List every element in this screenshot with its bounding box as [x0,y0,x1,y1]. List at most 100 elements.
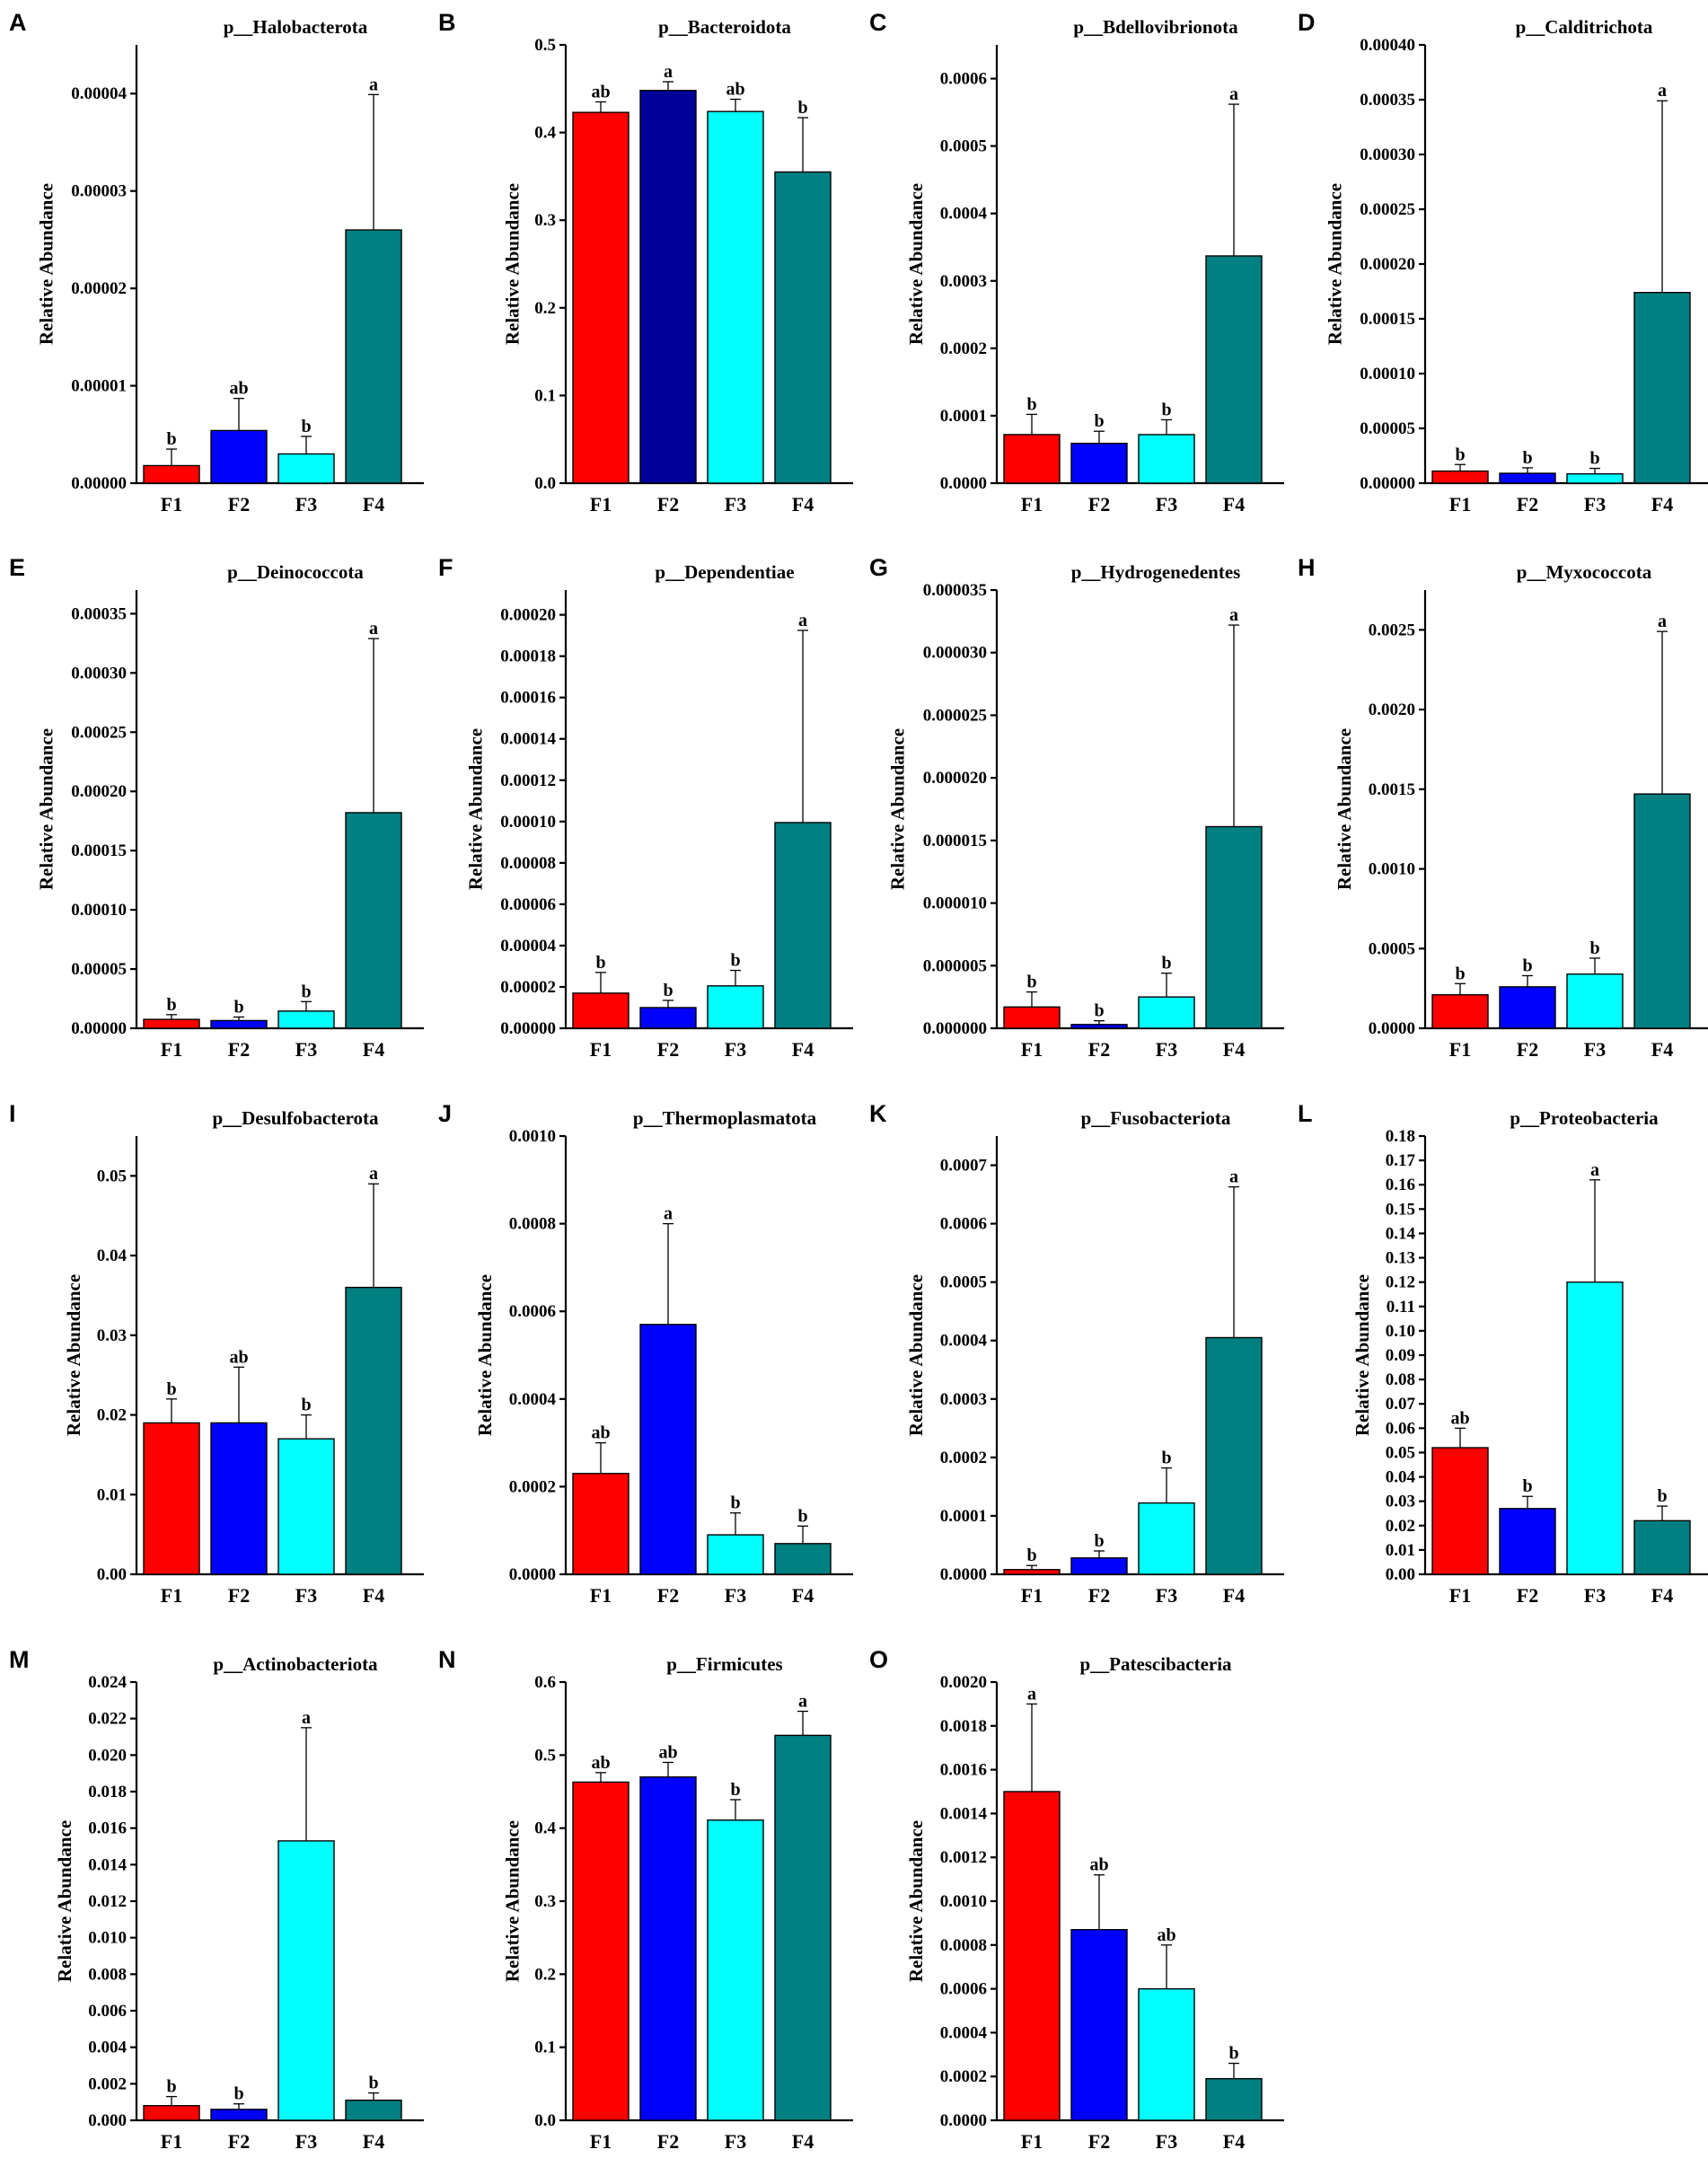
significance-letter: a [798,1692,807,1712]
significance-letter: ab [591,1753,610,1773]
y-tick-label: 0.06 [1386,1419,1415,1438]
y-tick-label: 0.00 [97,1565,127,1584]
significance-letter: ab [726,80,744,100]
y-tick-label: 0.0010 [509,1127,556,1146]
y-tick-label: 0.006 [88,2002,127,2021]
significance-letter: ab [229,1347,248,1367]
y-tick-label: 0.00020 [71,782,127,801]
significance-letter: b [1657,1486,1667,1506]
y-axis-label: Relative Abundance [1351,1274,1373,1436]
y-axis-label: Relative Abundance [905,183,927,345]
y-tick-label: 0.008 [88,1965,127,1984]
significance-letter: b [1455,445,1465,464]
significance-letter: ab [1157,1925,1175,1945]
y-tick-label: 0.000035 [923,581,987,600]
significance-letter: b [1094,411,1104,431]
y-tick-label: 0.00016 [500,689,556,708]
y-axis-label: Relative Abundance [1334,728,1355,890]
bar-f3 [1566,973,1624,1029]
panel-title: p__Fusobacteriota [1081,1107,1231,1129]
y-tick-label: 0.0006 [940,1980,987,1999]
y-tick-label: 0.00004 [500,937,556,956]
x-tick-label: F2 [657,493,679,515]
y-tick-label: 0.04 [97,1246,128,1265]
y-tick-label: 0.00005 [71,960,127,979]
y-tick-label: 0.0000 [509,1565,556,1584]
significance-letter: a [1658,81,1667,101]
bar-f2 [1499,986,1556,1029]
y-tick-label: 0.14 [1386,1224,1416,1243]
x-tick-label: F2 [1088,493,1110,515]
y-tick-label: 0.00004 [71,84,127,103]
y-tick-label: 0.0003 [940,272,987,291]
y-tick-label: 0.0010 [940,1892,987,1911]
significance-letter: a [302,1708,311,1728]
y-tick-label: 0.00030 [1360,145,1415,164]
y-tick-label: 0.0005 [1369,939,1415,958]
y-tick-label: 0.01 [1386,1541,1415,1560]
bar-f1 [1431,1447,1489,1575]
y-tick-label: 0.0004 [940,205,988,224]
significance-letter: b [1026,394,1036,414]
significance-letter: b [663,981,673,1000]
bar-f4 [345,812,402,1029]
bar-f2 [210,429,268,484]
y-tick-label: 0.0005 [940,137,987,156]
y-tick-label: 0.09 [1386,1346,1415,1365]
y-tick-label: 0.0008 [940,1936,987,1955]
y-axis-label: Relative Abundance [905,1820,927,1982]
y-tick-label: 0.0006 [940,70,987,89]
y-tick-label: 0.0001 [940,407,987,426]
y-tick-label: 0.00015 [71,841,127,860]
y-tick-label: 0.1 [534,2039,556,2057]
panel-title: p__Deinococcota [227,561,364,583]
y-tick-label: 0.2 [534,1965,556,1984]
y-tick-label: 0.17 [1386,1151,1416,1170]
significance-letter: a [1229,84,1238,104]
x-tick-label: F1 [590,1038,612,1061]
panel-label: K [869,1100,887,1127]
significance-letter: a [369,1164,378,1184]
y-tick-label: 0.02 [1386,1517,1415,1536]
y-tick-label: 0.000020 [923,769,987,788]
x-tick-label: F2 [1088,1584,1110,1607]
y-tick-label: 0.00012 [500,771,556,790]
y-tick-label: 0.000030 [923,644,987,663]
x-tick-label: F2 [228,493,250,515]
panel-label: B [438,9,456,36]
y-tick-label: 0.0002 [509,1477,556,1496]
y-tick-label: 0.00000 [71,1019,127,1038]
bar-f4 [1205,2077,1263,2121]
y-tick-label: 0.0010 [1369,860,1415,879]
y-tick-label: 0.00020 [1360,255,1415,274]
y-tick-label: 0.05 [1386,1443,1415,1462]
x-tick-label: F4 [792,1584,814,1607]
bar-f2 [1070,443,1128,484]
y-tick-label: 0.5 [534,1746,556,1765]
x-tick-label: F4 [1651,493,1673,515]
x-tick-label: F3 [295,493,317,515]
x-tick-label: F1 [161,2130,182,2153]
x-tick-label: F2 [228,1038,250,1061]
x-tick-label: F4 [1223,493,1245,515]
bar-f4 [345,229,402,484]
significance-letter: b [730,1493,740,1513]
x-tick-label: F4 [1223,1584,1245,1607]
bar-f3 [277,453,335,484]
panel-label: H [1298,554,1316,581]
significance-letter: a [1027,1684,1036,1704]
y-tick-label: 0.000015 [923,832,987,850]
panel-label: G [869,554,888,581]
x-tick-label: F1 [1021,1038,1043,1061]
panel-title: p__Calditrichota [1516,16,1653,38]
bar-f1 [572,1781,629,2121]
y-axis-label: Relative Abundance [886,728,908,890]
bar-f4 [1205,255,1263,484]
significance-letter: b [797,98,807,118]
x-tick-label: F2 [1088,1038,1110,1061]
bar-f1 [1003,1791,1061,2121]
y-tick-label: 0.00030 [71,664,127,683]
